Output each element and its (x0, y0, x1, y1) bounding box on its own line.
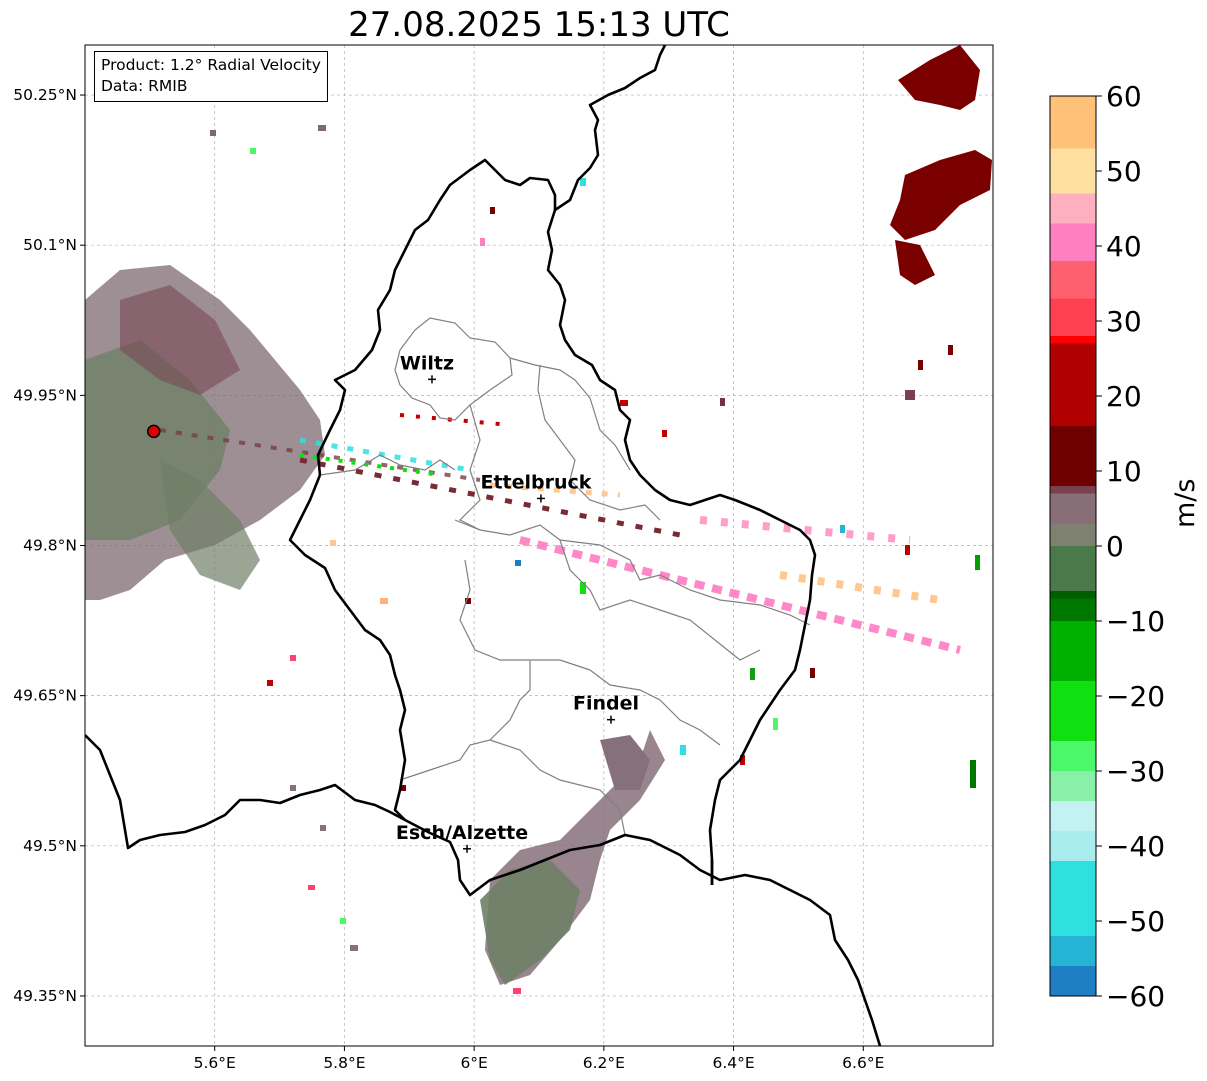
tick-label-lat-1: 50.1°N (23, 236, 77, 254)
echo-streaks-east (159, 413, 961, 654)
city-marker-ettelbruck: Ettelbruck (480, 471, 592, 503)
city-marker-findel: Findel (573, 693, 639, 724)
tick-label-lon-3: 6.2°E (583, 1054, 625, 1072)
radar-site-marker (146, 424, 161, 439)
tick-label-lat-3: 49.8°N (23, 537, 77, 555)
echo-cluster-south (480, 730, 665, 985)
tick-label-lon-1: 5.8°E (323, 1054, 365, 1072)
map-title: 27.08.2025 15:13 UTC (348, 5, 730, 45)
radar-echoes (85, 45, 992, 994)
city-label: Findel (573, 693, 639, 715)
city-label: Ettelbruck (480, 471, 591, 493)
echo-cluster-northeast (890, 45, 992, 285)
echo-cluster-radar-site (85, 265, 325, 600)
city-label: Wiltz (400, 352, 454, 374)
city-marker-wiltz: Wiltz (400, 352, 454, 384)
tick-label-lat-2: 49.95°N (13, 386, 77, 404)
city-markers: Wiltz Ettelbruck Findel Esch/Alzette (396, 352, 639, 853)
tick-label-lon-5: 6.6°E (842, 1054, 884, 1072)
echo-specks (210, 125, 980, 994)
tick-label-lat-5: 49.5°N (23, 837, 77, 855)
colorbar-unit-label: m/s (1170, 478, 1201, 528)
tick-label-lon-0: 5.6°E (194, 1054, 236, 1072)
tick-label-lat-4: 49.65°N (13, 687, 77, 705)
city-label: Esch/Alzette (396, 822, 528, 844)
tick-label-lon-4: 6.4°E (712, 1054, 754, 1072)
tick-label-lat-6: 49.35°N (13, 987, 77, 1005)
axis-ticks: 5.6°E 5.8°E 6°E 6.2°E 6.4°E 6.6°E 50.25°N 50.1°… (13, 86, 884, 1072)
tick-label-lon-2: 6°E (460, 1054, 487, 1072)
city-marker-esch-alzette: Esch/Alzette (396, 822, 528, 853)
radar-site-layer (146, 424, 161, 439)
product-label: Product: 1.2° Radial Velocity (101, 56, 321, 74)
tick-label-lat-0: 50.25°N (13, 86, 77, 104)
national-borders (85, 45, 882, 1046)
product-info-box: Product: 1.2° Radial Velocity Data: RMIB (94, 51, 328, 102)
data-source-label: Data: RMIB (101, 77, 188, 95)
canton-borders (319, 317, 811, 836)
